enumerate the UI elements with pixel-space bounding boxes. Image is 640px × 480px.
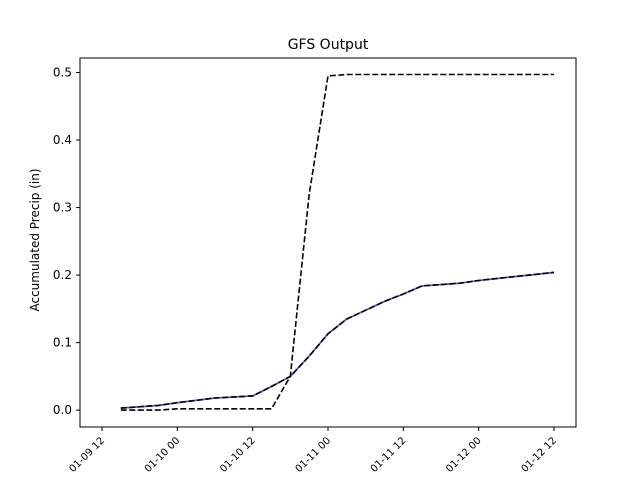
axes-layer: 0.0 0.1 0.2 0.3 0.4 0.5 01-09 12 01-10 00 01-10 … (53, 57, 577, 475)
plot-frame (79, 57, 577, 428)
series-line-2 (120, 271, 555, 409)
x-tick-label: 01-10 12 (218, 435, 258, 475)
y-tick-label: 0.3 (53, 201, 72, 215)
y-tick-label: 0.4 (53, 133, 72, 147)
series-line-3 (120, 271, 555, 409)
series-line-4 (120, 73, 554, 411)
x-tick-label: 01-10 00 (143, 435, 183, 475)
y-tick-label: 0.5 (53, 66, 72, 80)
series-line-1 (120, 271, 555, 409)
y-tick-label: 0.1 (53, 336, 72, 350)
x-tick-label: 01-09 12 (68, 435, 108, 475)
series-layer (120, 73, 555, 411)
x-tick-label: 01-12 12 (520, 435, 560, 475)
x-tick-label: 01-11 12 (369, 435, 409, 475)
y-tick-label: 0.0 (53, 403, 72, 417)
chart-title: GFS Output (288, 37, 369, 53)
y-axis-label: Accumulated Precip (in) (28, 168, 42, 311)
y-tick-label: 0.2 (53, 268, 72, 282)
x-tick-label: 01-12 00 (444, 435, 484, 475)
x-tick-label: 01-11 00 (294, 435, 334, 475)
